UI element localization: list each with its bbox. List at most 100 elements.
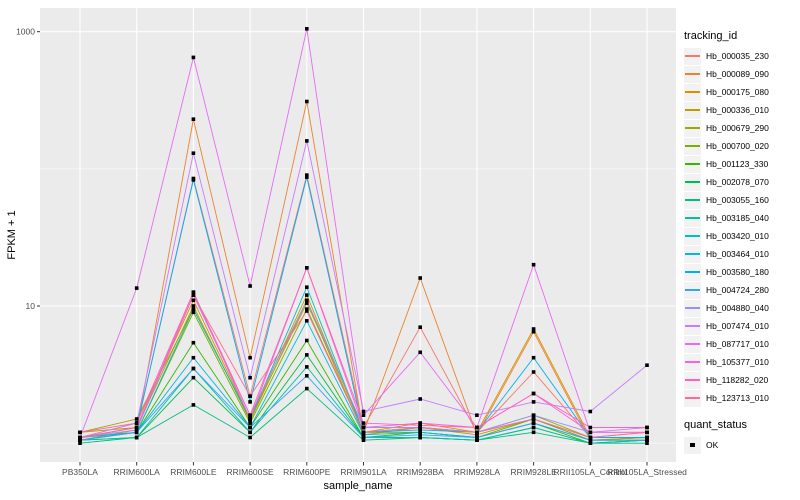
x-tick-label: RRIM600PE — [283, 467, 331, 477]
legend-item: Hb_087717_010 — [684, 335, 800, 353]
data-point — [531, 400, 536, 404]
data-point — [78, 430, 82, 435]
legend-key-line-icon — [684, 371, 701, 389]
data-point — [361, 413, 366, 417]
legend-item-label: Hb_000175_080 — [706, 87, 769, 97]
data-point — [134, 430, 139, 435]
legend-item-label: Hb_004724_280 — [706, 285, 769, 295]
data-point — [134, 286, 139, 290]
legend-item-ok: OK — [684, 436, 800, 454]
data-point — [248, 417, 252, 421]
data-point — [305, 266, 309, 270]
legend-key-line-icon — [684, 65, 701, 83]
data-point — [475, 433, 479, 437]
plot-panel — [40, 8, 676, 462]
data-point — [645, 425, 649, 430]
legend-item: Hb_003580_180 — [684, 263, 800, 281]
data-point — [305, 365, 309, 369]
data-point — [248, 430, 252, 435]
data-point — [78, 441, 82, 445]
legend-item-label: Hb_123713_010 — [706, 393, 769, 403]
data-point — [418, 433, 422, 437]
legend-title-tracking-id: tracking_id — [684, 30, 738, 42]
data-point — [134, 428, 139, 432]
data-point — [191, 310, 196, 315]
legend-key-line-icon — [684, 155, 701, 173]
legend-item: Hb_105377_010 — [684, 353, 800, 371]
data-point — [475, 413, 479, 417]
legend: tracking_id Hb_000035_230 Hb_000089_090 Hb… — [684, 30, 800, 454]
data-point — [305, 374, 309, 378]
legend-key-line-icon — [684, 227, 701, 245]
x-tick-label: RRIM600SE — [226, 467, 274, 477]
legend-item-label: Hb_002078_070 — [706, 177, 769, 187]
data-point — [361, 435, 366, 440]
data-point — [588, 425, 593, 430]
data-point — [531, 391, 536, 396]
data-point — [475, 435, 479, 440]
legend-key-line-icon — [684, 101, 701, 119]
legend-key-line-icon — [684, 317, 701, 335]
data-point — [418, 276, 422, 280]
data-point — [588, 438, 593, 442]
data-point — [191, 355, 196, 360]
data-point — [305, 307, 309, 311]
data-point — [588, 435, 593, 440]
legend-item: Hb_000089_090 — [684, 65, 800, 83]
legend-item: Hb_004724_280 — [684, 281, 800, 299]
data-point — [305, 298, 309, 303]
data-point — [191, 375, 196, 380]
legend-item-label: Hb_003185_040 — [706, 213, 769, 223]
legend-item: Hb_003420_010 — [684, 227, 800, 245]
ok-point-key-icon — [684, 436, 701, 454]
data-point — [248, 375, 252, 380]
data-point — [531, 370, 536, 374]
legend-item-label: Hb_003464_010 — [706, 249, 769, 259]
data-point — [588, 409, 593, 414]
legend-item-label: Hb_001123_330 — [706, 159, 769, 169]
data-point — [588, 430, 593, 435]
data-point — [361, 425, 366, 430]
legend-key-line-icon — [684, 191, 701, 209]
legend-key-line-icon — [684, 173, 701, 191]
legend-item-label: OK — [706, 440, 719, 450]
data-point — [191, 290, 196, 294]
legend-item-label: Hb_007474_010 — [706, 321, 769, 331]
data-point — [361, 438, 366, 442]
x-tick-label: RRIM901LA — [340, 467, 387, 477]
data-point — [305, 99, 309, 104]
legend-item-label: Hb_004880_040 — [706, 303, 769, 313]
data-point — [191, 293, 196, 297]
data-point — [191, 298, 196, 303]
data-point — [305, 309, 309, 313]
data-point — [645, 430, 649, 435]
x-tick-label: PB350LA — [62, 467, 98, 477]
data-point — [418, 421, 422, 425]
data-point — [418, 350, 422, 355]
data-point — [475, 438, 479, 442]
legend-item: Hb_004880_040 — [684, 299, 800, 317]
legend-item: Hb_003185_040 — [684, 209, 800, 227]
legend-title-quant-status: quant_status — [684, 419, 747, 431]
data-point — [305, 173, 309, 177]
data-point — [191, 304, 196, 308]
data-point — [191, 151, 196, 155]
data-point — [475, 425, 479, 430]
data-point — [418, 428, 422, 432]
legend-item-label: Hb_000089_090 — [706, 69, 769, 79]
data-point — [305, 27, 309, 31]
y-tick-label: 10 — [26, 301, 36, 311]
data-point — [531, 355, 536, 360]
data-point — [191, 117, 196, 121]
legend-item-label: Hb_000679_290 — [706, 123, 769, 133]
legend-key-line-icon — [684, 83, 701, 101]
data-point — [305, 353, 309, 357]
legend-item: Hb_003464_010 — [684, 245, 800, 263]
data-point — [531, 329, 536, 334]
data-point — [645, 438, 649, 442]
data-point — [305, 293, 309, 297]
data-point — [361, 433, 366, 437]
legend-item: Hb_118282_020 — [684, 371, 800, 389]
legend-key-line-icon — [684, 263, 701, 281]
